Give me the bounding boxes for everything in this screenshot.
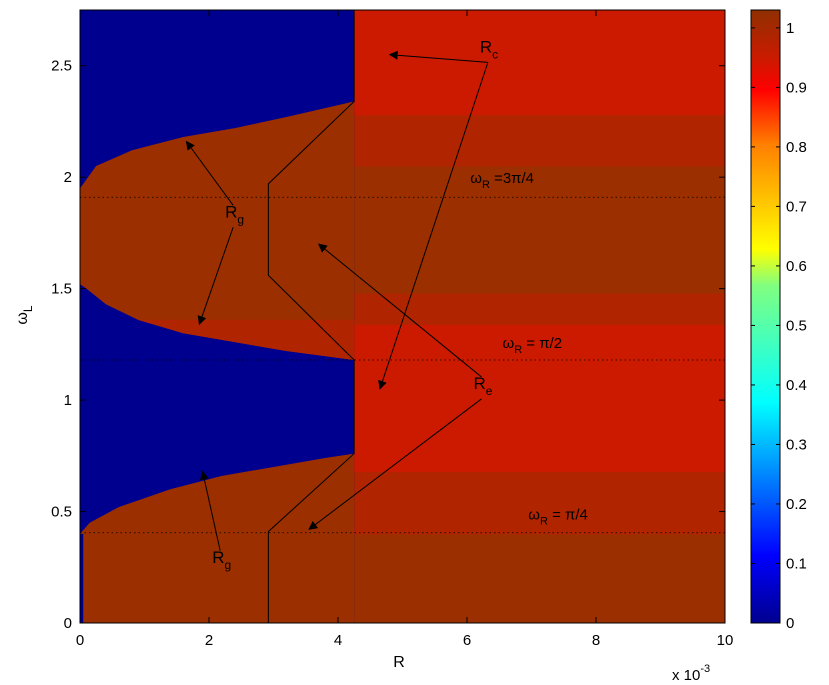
x-tick-label: 8: [592, 632, 600, 649]
plot-frame: [79, 9, 726, 624]
heat-band-top-right: [354, 10, 725, 100]
colorbar-tick-label: 0: [786, 615, 794, 632]
x-tick-label: 0: [76, 632, 84, 649]
blue-regions: [80, 10, 355, 623]
annotation-arrow-re-0: [317, 243, 482, 378]
annotation-arrow-rg_upper-0: [185, 140, 234, 206]
colorbar-gradient: [750, 9, 781, 624]
boundary-curve-line: [267, 10, 355, 623]
reference-label-main-0: ω: [528, 507, 540, 524]
x-axis-label: R: [393, 654, 405, 671]
annotation-re-sub: e: [486, 384, 493, 398]
x-exponent-label: x 10-3: [672, 663, 710, 684]
colorbar-tick-label: 1: [786, 20, 794, 37]
annotation-arrow-rg_lower-0: [199, 470, 221, 551]
reference-label-main-2: ω: [470, 170, 482, 187]
reference-lines: ωR = π/4ωR = π/2ωR =3π/4: [80, 170, 725, 534]
reference-label-sub-1: R: [514, 344, 522, 356]
reference-label-rest-1: = π/2: [522, 335, 562, 352]
annotation-rg_lower-main: R: [212, 548, 224, 567]
annotation-rg_lower: Rg: [212, 548, 231, 572]
reference-label-main-1: ω: [502, 335, 514, 352]
reference-label-rest-0: = π/4: [548, 507, 588, 524]
annotation-rc-main: R: [480, 37, 492, 56]
reference-label-rest-2: =3π/4: [490, 170, 534, 187]
annotation-re-main: R: [473, 374, 485, 393]
y-tick-label: 2.5: [51, 58, 72, 75]
colorbar-tick-label: 0.2: [786, 496, 807, 513]
reference-label-sub-0: R: [540, 516, 548, 528]
y-tick-label: 2: [64, 169, 72, 186]
nonblue-zone-middle: [80, 101, 355, 360]
annotation-arrow-re-1: [308, 398, 482, 530]
colorbar-tick-label: 0.6: [786, 258, 807, 275]
x-axis: 0 2 4 6 8 10: [76, 10, 734, 649]
x-tick-label: 10: [717, 632, 734, 649]
x-tick-label: 6: [463, 632, 471, 649]
svg-text:ωL: ωL: [14, 305, 35, 325]
y-tick-label: 1.5: [51, 281, 72, 298]
reference-label-2: ωR =3π/4: [470, 170, 534, 191]
y-tick-label: 0: [64, 615, 72, 632]
y-tick-label: 1: [64, 392, 72, 409]
annotation-arrow-rg_upper-1: [197, 227, 234, 326]
annotation-re: Re: [473, 374, 492, 398]
annotation-rg_upper: Rg: [225, 202, 244, 226]
annotation-rg_upper-main: R: [225, 202, 237, 221]
colorbar-tick-label: 0.9: [786, 79, 807, 96]
colorbar-tick-label: 0.8: [786, 139, 807, 156]
annotation-rg_upper-sub: g: [237, 212, 244, 226]
colorbar-ticks: 0 0.1 0.2 0.3 0.4 0.5 0.6 0.7 0.8 0.9 1: [751, 20, 807, 632]
y-axis: 0 0.5 1 1.5 2 2.5: [51, 58, 725, 632]
boundary-curve: [267, 10, 355, 623]
annotation-arrow-rc-1: [378, 62, 489, 390]
reference-label-0: ωR = π/4: [528, 507, 588, 528]
annotation-rc-sub: c: [492, 47, 498, 61]
x-tick-label: 4: [334, 632, 342, 649]
y-axis-label: ωL: [14, 305, 35, 325]
colorbar-tick-label: 0.5: [786, 317, 807, 334]
colorbar-tick-label: 0.4: [786, 377, 807, 394]
x-tick-label: 2: [205, 632, 213, 649]
plot-area: [80, 10, 725, 623]
x-exponent-base: x 10: [672, 667, 700, 684]
annotation-arrow-rc-0: [388, 50, 488, 63]
colorbar-tick-label: 0.3: [786, 436, 807, 453]
reference-label-sub-2: R: [482, 179, 490, 191]
y-tick-label: 0.5: [51, 504, 72, 521]
nonblue-zone-middle-red: [138, 319, 355, 360]
x-exponent-power: -3: [700, 663, 710, 675]
annotation-rg_lower-sub: g: [225, 558, 232, 572]
colorbar: 0 0.1 0.2 0.3 0.4 0.5 0.6 0.7 0.8 0.9 1: [750, 9, 807, 632]
reference-label-1: ωR = π/2: [502, 335, 562, 356]
colorbar-tick-label: 0.7: [786, 198, 807, 215]
y-axis-label-sub: L: [21, 305, 35, 312]
heat-band-mid-right: [354, 359, 725, 454]
annotation-rc: Rc: [480, 37, 498, 61]
colorbar-tick-label: 0.1: [786, 555, 807, 572]
